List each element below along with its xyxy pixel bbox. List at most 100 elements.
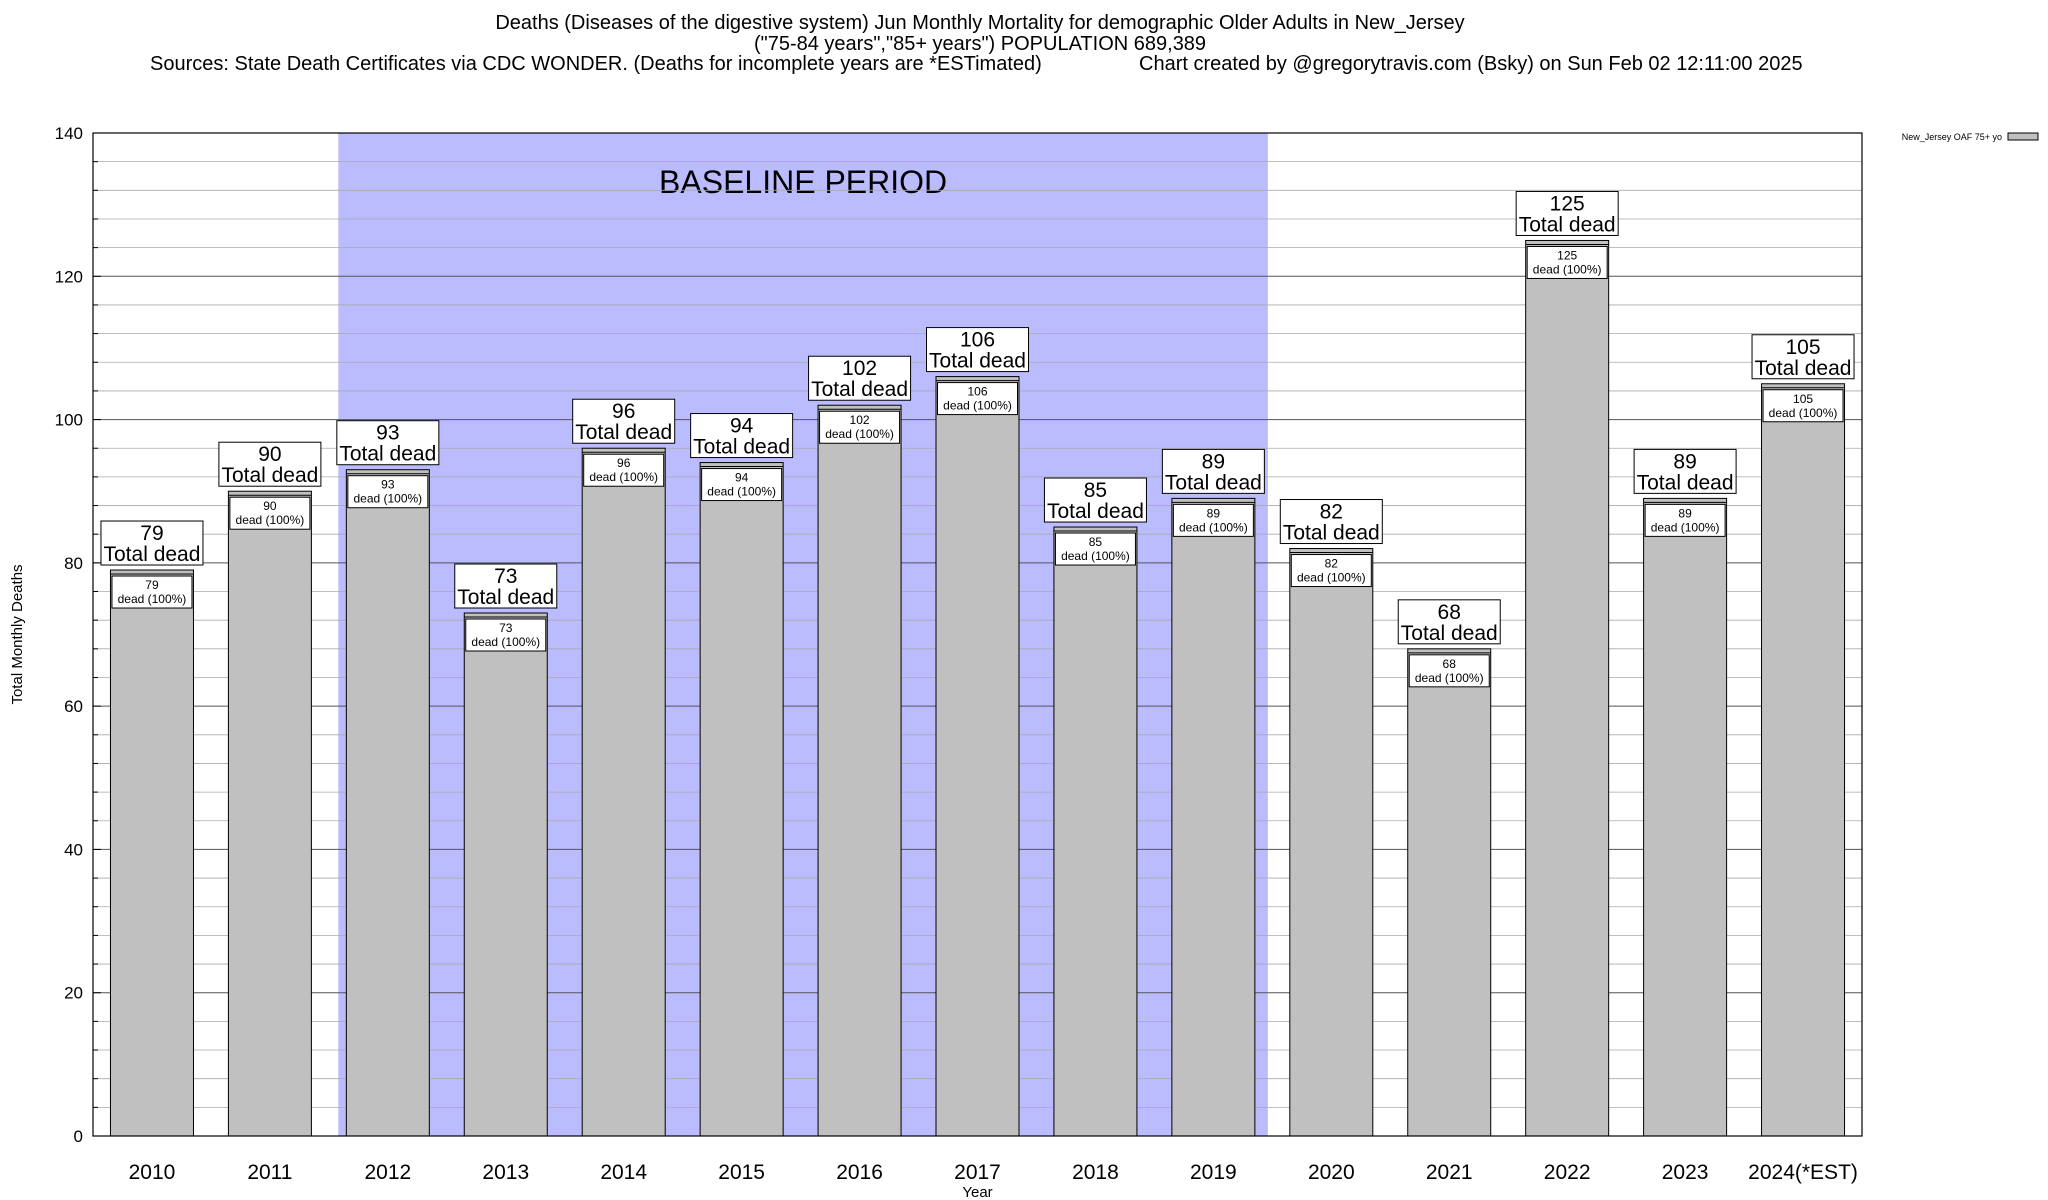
total-label-box [454, 563, 558, 609]
inner-percent-label: dead (100%) [118, 592, 187, 606]
total-value-label: 102 [842, 357, 877, 380]
total-value-label: 82 [1320, 501, 1343, 524]
chart-credit: Chart created by @gregorytravis.com (Bsk… [1139, 53, 1803, 75]
inner-label-box [1172, 503, 1254, 537]
inner-value-label: 79 [145, 578, 159, 592]
bar-2010 [109, 569, 194, 1137]
inner-label-box [1762, 389, 1844, 423]
total-label-box [336, 420, 440, 466]
y-tick-label: 60 [64, 697, 83, 716]
total-text-label: Total dead [1401, 622, 1498, 645]
total-text-label: Total dead [339, 443, 436, 466]
total-value-label: 125 [1550, 192, 1585, 215]
inner-label-box [1526, 245, 1608, 279]
total-value-label: 96 [612, 400, 635, 423]
total-text-label: Total dead [104, 543, 201, 566]
inner-value-label: 85 [1089, 535, 1103, 549]
x-tick-label: 2024(*EST) [1748, 1161, 1858, 1184]
inner-label-box [583, 453, 665, 487]
total-label-box [1043, 477, 1147, 523]
inner-value-label: 94 [735, 471, 749, 485]
total-value-label: 89 [1673, 450, 1696, 473]
inner-percent-label: dead (100%) [589, 470, 658, 484]
total-text-label: Total dead [1047, 500, 1144, 523]
inner-value-label: 125 [1557, 248, 1577, 262]
inner-percent-label: dead (100%) [1533, 262, 1602, 276]
bar-2021 [1407, 648, 1492, 1137]
inner-label-box [465, 618, 547, 652]
bar-2020 [1289, 548, 1374, 1137]
inner-percent-label: dead (100%) [1179, 520, 1248, 534]
inner-label-box [347, 475, 429, 509]
total-value-label: 94 [730, 415, 754, 438]
bar-2014 [581, 447, 666, 1137]
total-value-label: 93 [376, 422, 399, 445]
bar-2023 [1643, 497, 1728, 1137]
inner-label-box [1054, 532, 1136, 566]
total-label-box [1751, 334, 1855, 380]
total-value-label: 85 [1084, 479, 1107, 502]
inner-percent-label: dead (100%) [1651, 520, 1720, 534]
inner-value-label: 68 [1443, 657, 1457, 671]
inner-label-box [1644, 503, 1726, 537]
total-label-box [1397, 599, 1501, 645]
bar-2015 [699, 462, 784, 1137]
inner-value-label: 89 [1678, 506, 1692, 520]
bar-2018 [1053, 526, 1138, 1137]
chart-title: Deaths (Diseases of the digestive system… [495, 12, 1465, 34]
inner-value-label: 96 [617, 456, 631, 470]
total-label-box [1633, 448, 1737, 494]
inner-percent-label: dead (100%) [353, 492, 422, 506]
total-label-box [1279, 499, 1383, 545]
inner-label-box [701, 468, 783, 502]
y-tick-label: 0 [74, 1127, 83, 1146]
x-tick-label: 2020 [1308, 1161, 1355, 1184]
total-label-box [218, 441, 322, 487]
y-tick-label: 20 [64, 984, 83, 1003]
y-axis-label: Total Monthly Deaths [9, 564, 26, 704]
x-tick-label: 2016 [836, 1161, 883, 1184]
total-text-label: Total dead [1519, 213, 1616, 236]
x-tick-label: 2012 [364, 1161, 411, 1184]
total-text-label: Total dead [1755, 357, 1852, 380]
total-text-label: Total dead [221, 464, 318, 487]
inner-value-label: 105 [1793, 392, 1813, 406]
total-value-label: 73 [494, 565, 517, 588]
y-tick-label: 100 [55, 411, 83, 430]
bar-2011 [227, 490, 312, 1137]
x-tick-label: 2014 [600, 1161, 647, 1184]
total-value-label: 68 [1438, 601, 1461, 624]
total-text-label: Total dead [1283, 522, 1380, 545]
x-tick-label: 2010 [129, 1161, 176, 1184]
inner-percent-label: dead (100%) [825, 427, 894, 441]
total-text-label: Total dead [811, 378, 908, 401]
inner-value-label: 106 [967, 385, 987, 399]
y-tick-label: 120 [55, 267, 83, 286]
bar-2024(*EST) [1761, 383, 1846, 1137]
total-text-label: Total dead [693, 436, 790, 459]
inner-value-label: 90 [263, 499, 277, 513]
inner-label-box [229, 496, 311, 530]
x-tick-label: 2021 [1426, 1161, 1473, 1184]
inner-percent-label: dead (100%) [236, 513, 305, 527]
x-tick-label: 2023 [1662, 1161, 1709, 1184]
legend-swatch [2007, 132, 2039, 141]
inner-percent-label: dead (100%) [471, 635, 540, 649]
y-tick-label: 40 [64, 840, 83, 859]
bar-2012 [345, 469, 430, 1137]
inner-value-label: 102 [850, 413, 870, 427]
bar-2022 [1525, 239, 1610, 1137]
x-tick-label: 2022 [1544, 1161, 1591, 1184]
total-label-box [926, 327, 1029, 373]
x-tick-label: 2018 [1072, 1161, 1119, 1184]
total-value-label: 89 [1202, 450, 1225, 473]
total-label-box [572, 398, 676, 444]
chart-sources: Sources: State Death Certificates via CD… [150, 53, 1042, 75]
total-text-label: Total dead [929, 350, 1026, 373]
plot-frame [92, 132, 1863, 1137]
x-axis-label: Year [962, 1184, 992, 1200]
inner-label-box [1290, 554, 1372, 588]
inner-percent-label: dead (100%) [1297, 571, 1366, 585]
chart-subtitle: ("75-84 years","85+ years") POPULATION 6… [753, 33, 1207, 55]
